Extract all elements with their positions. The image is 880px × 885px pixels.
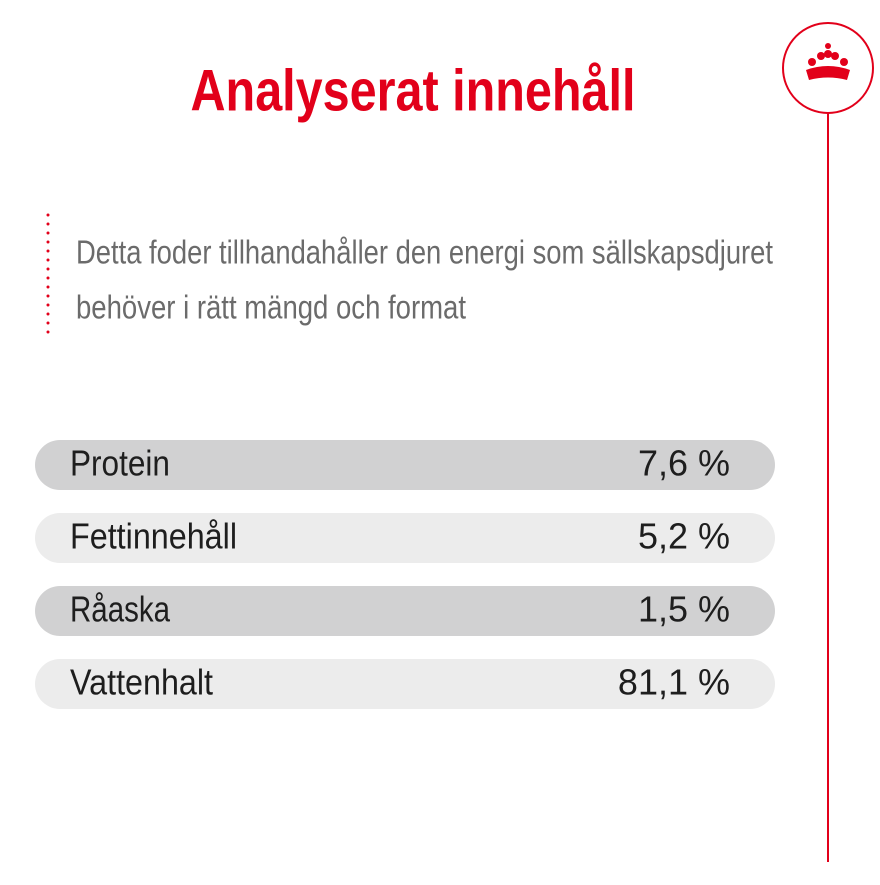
- table-row: [35, 659, 775, 709]
- row-label: Vattenhalt: [70, 662, 213, 703]
- title: Analyserat innehåll: [191, 58, 636, 123]
- crown-icon: [806, 43, 850, 80]
- description-line: Detta foder tillhandahåller den energi s…: [76, 234, 773, 271]
- row-label: Fettinnehåll: [70, 516, 237, 557]
- row-label: Råaska: [70, 589, 171, 630]
- table-row: [35, 513, 775, 563]
- row-label: Protein: [70, 443, 170, 484]
- table: Protein 7,6 % Fettinnehåll 5,2 % Råaska 1,5 %…: [35, 440, 775, 709]
- row-value: 1,5 %: [638, 589, 730, 630]
- table-row: [35, 586, 775, 636]
- description-line: behöver i rätt mängd och format: [76, 289, 466, 326]
- row-value: 7,6 %: [638, 443, 730, 484]
- table-row: [35, 440, 775, 490]
- row-value: 81,1 %: [618, 662, 730, 703]
- row-value: 5,2 %: [638, 516, 730, 557]
